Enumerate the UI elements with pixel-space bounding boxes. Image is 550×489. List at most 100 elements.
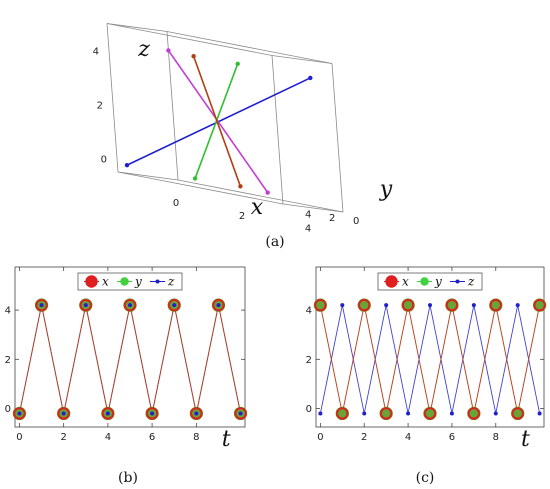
series-point-z <box>39 303 44 308</box>
box-edge <box>331 63 344 213</box>
series-line-1 <box>167 49 269 193</box>
box-edge <box>166 31 179 181</box>
series-point-z <box>172 303 177 308</box>
series-line-x <box>18 305 242 414</box>
x-tick-label: 4 <box>305 224 311 235</box>
box-edge <box>271 55 284 205</box>
series-point-y <box>535 300 544 310</box>
box-edge <box>106 23 273 56</box>
series-point-z <box>150 411 155 416</box>
x-tick-label: 6 <box>149 432 155 443</box>
caption-b: (b) <box>118 470 138 486</box>
series-point-y <box>360 300 369 310</box>
series-point-y <box>403 300 413 310</box>
series-point-3 <box>191 53 196 59</box>
series-point-1 <box>166 48 171 53</box>
x-tick-label: 0 <box>16 432 22 443</box>
series-line-3 <box>192 55 242 187</box>
x-tick-label: 8 <box>493 432 499 443</box>
box-edge <box>106 23 168 32</box>
y-tick-label: 2 <box>306 355 312 366</box>
box-edge <box>177 179 344 213</box>
series-point-z <box>105 411 110 416</box>
series-point-z <box>515 303 520 308</box>
series-point-z <box>340 303 345 308</box>
z-tick-label: 4 <box>93 47 99 58</box>
legend-marker-x <box>85 275 98 288</box>
x-tick-label: 8 <box>193 432 199 443</box>
y-tick-label: 4 <box>5 306 11 317</box>
series-point-z <box>128 303 132 308</box>
series-point-2 <box>192 176 198 181</box>
box-edge <box>271 55 333 64</box>
series-point-0 <box>308 75 313 81</box>
series-point-y <box>491 300 500 310</box>
x-tick-label: 0 <box>173 198 179 209</box>
series-point-z <box>238 411 243 416</box>
y-tick-label: 4 <box>306 306 312 317</box>
x-tick-label: 6 <box>449 432 455 443</box>
series-point-y <box>513 409 522 418</box>
series-point-0 <box>124 162 130 168</box>
legend-label-x: x <box>402 275 409 289</box>
legend-label-y: y <box>434 275 442 289</box>
series-line-x <box>319 305 541 414</box>
x-tick-label: 0 <box>317 432 323 443</box>
legend-label-z: z <box>167 275 175 289</box>
caption-a: (a) <box>265 234 284 250</box>
series-point-z <box>83 303 88 308</box>
series-point-y <box>425 409 435 418</box>
series-point-z <box>537 411 542 416</box>
y-tick-label: 4 <box>305 210 311 221</box>
legend-label-x: x <box>102 275 109 289</box>
series-point-y <box>338 409 347 418</box>
panel-b-plot: 0 2 4 6 8 0 2 4 t x y z <box>5 266 248 452</box>
series-point-z <box>384 303 389 308</box>
panel-c-plot: 0 2 4 6 8 0 2 4 t x y z <box>306 266 547 452</box>
box-edge <box>282 203 344 213</box>
y-tick-label: 2 <box>329 213 335 224</box>
series-point-y <box>381 409 391 418</box>
x-tick-label: 2 <box>361 432 367 443</box>
legend-label-z: z <box>467 275 475 289</box>
x-axis-label: t <box>222 427 231 452</box>
series-point-1 <box>265 190 270 195</box>
x-tick-label: 2 <box>239 211 245 222</box>
legend-marker-z <box>155 279 160 284</box>
series-point-y <box>447 300 457 310</box>
series-point-z <box>216 303 221 308</box>
y-tick-label: 0 <box>306 404 312 415</box>
series-point-2 <box>235 61 240 67</box>
y-axis-label: y <box>379 177 393 202</box>
series-point-z <box>61 411 66 416</box>
z-tick-label: 0 <box>101 155 107 166</box>
z-tick-label: 2 <box>97 101 103 112</box>
z-axis-label: z <box>137 37 150 62</box>
legend-label-y: y <box>134 275 142 289</box>
x-axis-label: t <box>521 427 530 452</box>
series-point-z <box>406 411 411 416</box>
box-edge <box>117 171 179 181</box>
box-edge <box>166 31 333 64</box>
box-edge <box>106 23 119 173</box>
series-point-z <box>362 411 367 416</box>
plot-frame <box>315 266 545 428</box>
series-point-z <box>17 411 22 416</box>
x-tick-label: 4 <box>405 432 411 443</box>
y-tick-label: 0 <box>5 404 11 415</box>
series-point-z <box>449 411 454 416</box>
x-axis-label: x <box>251 195 264 220</box>
series-point-y <box>316 300 325 310</box>
legend-marker-y <box>420 277 429 286</box>
y-tick-label: 0 <box>353 216 359 227</box>
series-point-z <box>428 303 432 308</box>
series-point-z <box>318 411 323 416</box>
panel-a-3d-plot: 0 2 4 x 0 2 4 y 0 2 4 z <box>93 23 393 235</box>
y-tick-label: 2 <box>5 355 11 366</box>
series-point-z <box>493 411 498 416</box>
caption-c: (c) <box>416 470 435 486</box>
series-point-z <box>471 303 476 308</box>
legend-marker-z <box>455 279 460 284</box>
series-point-y <box>469 409 479 418</box>
